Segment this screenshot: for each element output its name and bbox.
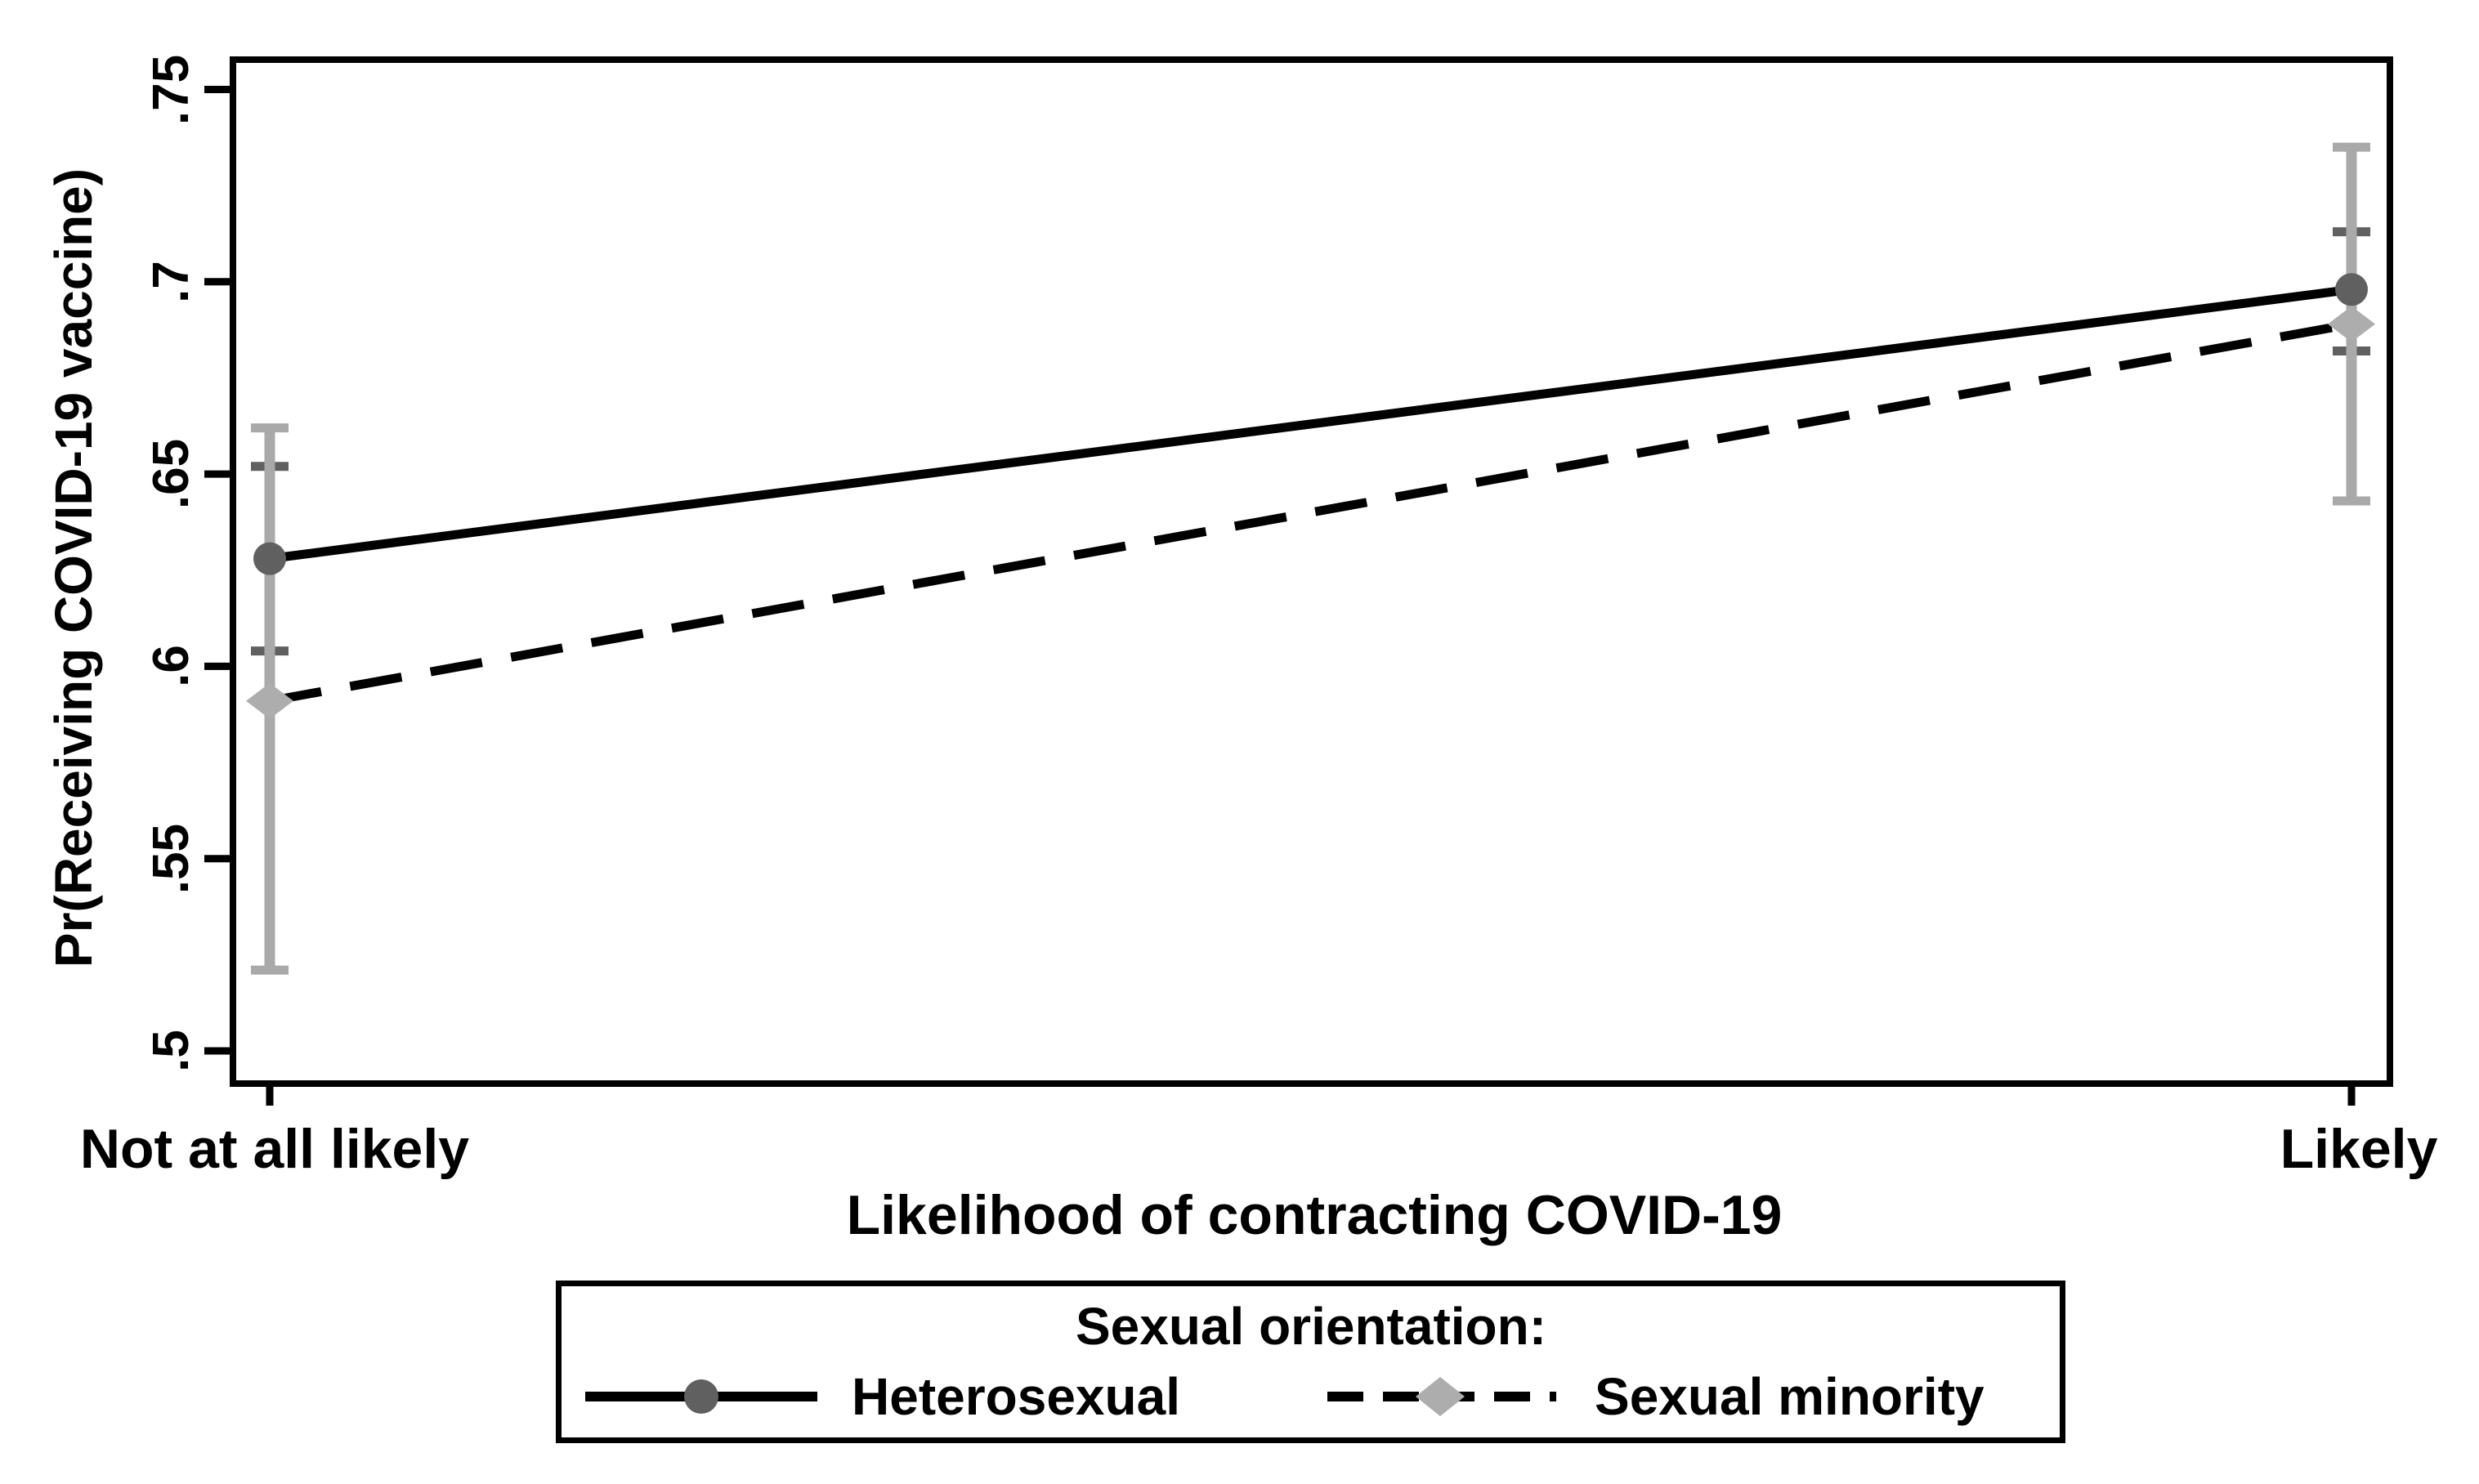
y-tick-label: .65 xyxy=(143,438,199,510)
legend-marker-diamond xyxy=(1416,1377,1465,1416)
legend-swatch-heterosexual xyxy=(585,1379,817,1414)
plot-border xyxy=(230,56,2393,1087)
x-tick-label-likely: Likely xyxy=(2280,1118,2438,1180)
marker-circle-0 xyxy=(2335,273,2368,306)
y-tick-label: .7 xyxy=(143,260,199,303)
marker-diamond-1 xyxy=(246,682,293,719)
y-tick-label: .55 xyxy=(143,823,199,894)
series-line-0 xyxy=(269,284,2352,564)
legend-label-sexual-minority: Sexual minority xyxy=(1595,1367,1985,1426)
marker-circle-0 xyxy=(253,542,286,575)
y-tick-label: .6 xyxy=(143,645,199,688)
series-line-1 xyxy=(269,320,2352,706)
marker-diamond-1 xyxy=(2328,306,2375,342)
legend-title: Sexual orientation: xyxy=(1075,1297,1547,1356)
y-tick-label: .75 xyxy=(143,54,199,125)
legend-label-heterosexual: Heterosexual xyxy=(852,1367,1180,1426)
x-axis-title: Likelihood of contracting COVID-19 xyxy=(846,1184,1783,1246)
y-tick-label: .5 xyxy=(143,1030,199,1072)
legend-swatch-sexual-minority xyxy=(1327,1377,1556,1416)
legend xyxy=(556,1281,2065,1443)
y-axis-title: Pr(Receiving COVID-19 vaccine) xyxy=(44,168,103,968)
x-tick-label-not-at-all-likely: Not at all likely xyxy=(79,1118,470,1180)
legend-marker-circle xyxy=(684,1379,718,1414)
